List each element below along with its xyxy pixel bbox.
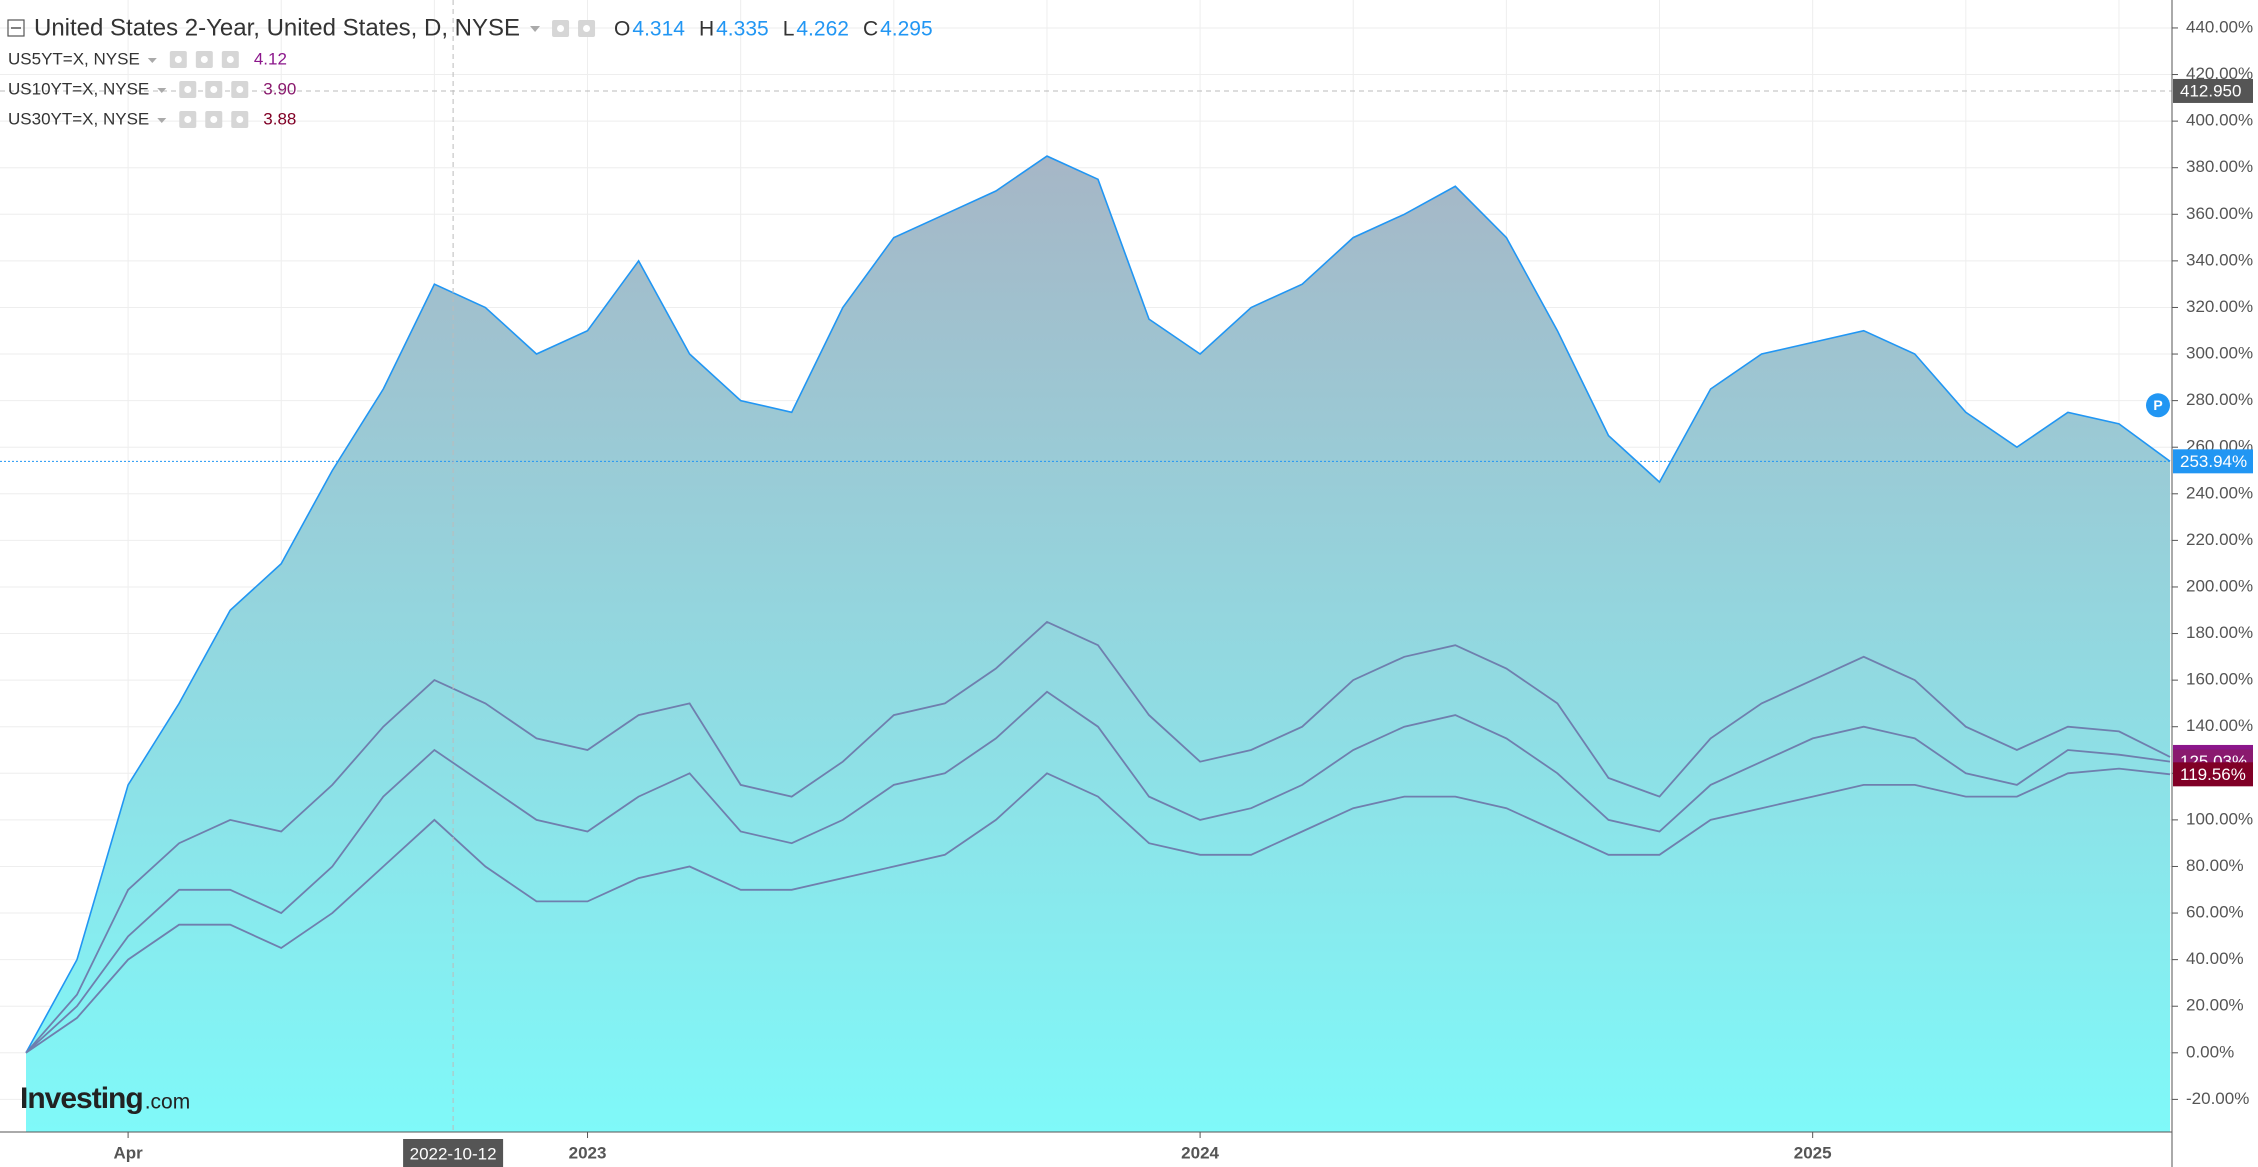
y-tick-label: 360.00%	[2186, 204, 2253, 223]
ohlc-key: L	[783, 18, 795, 41]
y-tick-label: 440.00%	[2186, 17, 2253, 36]
end-label: 119.56%	[2180, 765, 2246, 784]
ohlc-key: H	[699, 18, 714, 41]
y-tick-label: 0.00%	[2186, 1042, 2234, 1061]
y-tick-label: 200.00%	[2186, 576, 2253, 595]
icon-dot	[174, 56, 182, 63]
price-marker	[2146, 393, 2170, 418]
y-tick-label: 40.00%	[2186, 949, 2244, 968]
settings-icon	[179, 111, 197, 128]
ohlc-value: 4.295	[880, 18, 933, 41]
x-axis-strip	[0, 1132, 2258, 1167]
crosshair-y-label: 412.950	[2180, 81, 2241, 100]
settings-icon	[552, 20, 570, 37]
ohlc-value: 4.262	[796, 18, 849, 41]
icon-dot	[184, 116, 192, 123]
ohlc-value: 4.314	[632, 18, 685, 41]
y-tick-label: 420.00%	[2186, 64, 2253, 83]
price-marker-label: P	[2153, 397, 2162, 413]
x-tick-label: 2025	[1794, 1143, 1832, 1162]
chart-title: United States 2-Year, United States, D, …	[34, 14, 520, 41]
series-line	[25, 690, 2171, 1054]
remove-icon	[231, 81, 249, 98]
crosshair-y-label-bg	[2173, 78, 2253, 103]
y-tick-label: 220.00%	[2186, 530, 2253, 549]
y-axis-strip	[2172, 0, 2258, 1167]
end-label: 253.94%	[2180, 452, 2247, 471]
ohlc-key: C	[863, 18, 878, 41]
ohlc-value: 4.335	[716, 18, 769, 41]
visibility-icon	[578, 20, 596, 37]
y-tick-label: -20.00%	[2186, 1089, 2249, 1108]
icon-dot	[583, 25, 591, 32]
legend-name: US10YT=X, NYSE	[8, 79, 149, 98]
y-tick-label: 340.00%	[2186, 250, 2253, 269]
y-tick-label: 100.00%	[2186, 809, 2253, 828]
y-tick-label: 160.00%	[2186, 670, 2253, 689]
visibility-icon	[205, 111, 223, 128]
end-label-bg	[2173, 762, 2253, 787]
legend-quote: 4.12	[254, 49, 287, 68]
icon-dot	[184, 86, 192, 93]
crosshair-x-label-bg	[403, 1139, 504, 1167]
visibility-icon	[205, 81, 223, 98]
y-tick-label: 20.00%	[2186, 996, 2244, 1015]
dropdown-arrow	[147, 58, 157, 63]
legend-quote: 3.90	[263, 79, 296, 98]
series-line	[25, 767, 2171, 1054]
y-tick-label: 300.00%	[2186, 344, 2253, 363]
logo-brand: Investing	[20, 1082, 143, 1115]
visibility-icon	[195, 51, 213, 68]
y-tick-label: 400.00%	[2186, 111, 2253, 130]
x-tick-label: 2023	[569, 1143, 607, 1162]
icon-dot	[236, 86, 244, 93]
legend-quote: 3.88	[263, 109, 296, 128]
x-tick-label: Apr	[113, 1143, 143, 1162]
area-line	[25, 155, 2171, 1054]
remove-icon	[231, 111, 249, 128]
series-line	[25, 620, 2171, 1054]
y-tick-label: 140.00%	[2186, 716, 2253, 735]
y-tick-label: 180.00%	[2186, 623, 2253, 642]
y-tick-label: 380.00%	[2186, 157, 2253, 176]
icon-dot	[236, 116, 244, 123]
dropdown-arrow	[157, 88, 167, 93]
y-tick-label: 320.00%	[2186, 297, 2253, 316]
y-tick-label: 60.00%	[2186, 903, 2244, 922]
y-tick-label: 280.00%	[2186, 390, 2253, 409]
crosshair-x-label: 2022-10-12	[410, 1144, 497, 1163]
legend-name: US30YT=X, NYSE	[8, 109, 149, 128]
icon-dot	[210, 86, 218, 93]
x-tick-label: 2024	[1181, 1143, 1219, 1162]
icon-dot	[210, 116, 218, 123]
legend-name: US5YT=X, NYSE	[8, 49, 140, 68]
icon-dot	[557, 25, 565, 32]
settings-icon	[169, 51, 187, 68]
remove-icon	[221, 51, 239, 68]
settings-icon	[179, 81, 197, 98]
collapse-box	[7, 19, 25, 37]
y-tick-label: 80.00%	[2186, 856, 2244, 875]
dropdown-arrow	[157, 118, 167, 123]
y-tick-label: 240.00%	[2186, 483, 2253, 502]
dropdown-arrow	[530, 26, 541, 32]
icon-dot	[226, 56, 234, 63]
area-fill	[26, 156, 2170, 1133]
logo-suffix: .com	[145, 1091, 191, 1114]
end-label-bg	[2173, 449, 2253, 474]
icon-dot	[200, 56, 208, 63]
ohlc-key: O	[614, 18, 630, 41]
